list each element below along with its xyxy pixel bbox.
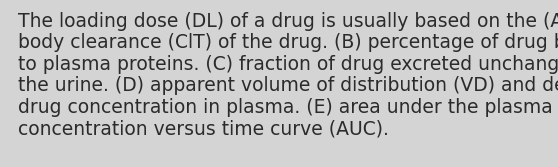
- Text: drug concentration in plasma. (E) area under the plasma drug: drug concentration in plasma. (E) area u…: [18, 98, 558, 117]
- Text: The loading dose (DL) of a drug is usually based on the (A) total: The loading dose (DL) of a drug is usual…: [18, 12, 558, 31]
- Text: body clearance (ClT) of the drug. (B) percentage of drug bound: body clearance (ClT) of the drug. (B) pe…: [18, 34, 558, 52]
- Text: to plasma proteins. (C) fraction of drug excreted unchanged in: to plasma proteins. (C) fraction of drug…: [18, 55, 558, 74]
- Text: concentration versus time curve (AUC).: concentration versus time curve (AUC).: [18, 120, 389, 138]
- Text: the urine. (D) apparent volume of distribution (VD) and desired: the urine. (D) apparent volume of distri…: [18, 76, 558, 96]
